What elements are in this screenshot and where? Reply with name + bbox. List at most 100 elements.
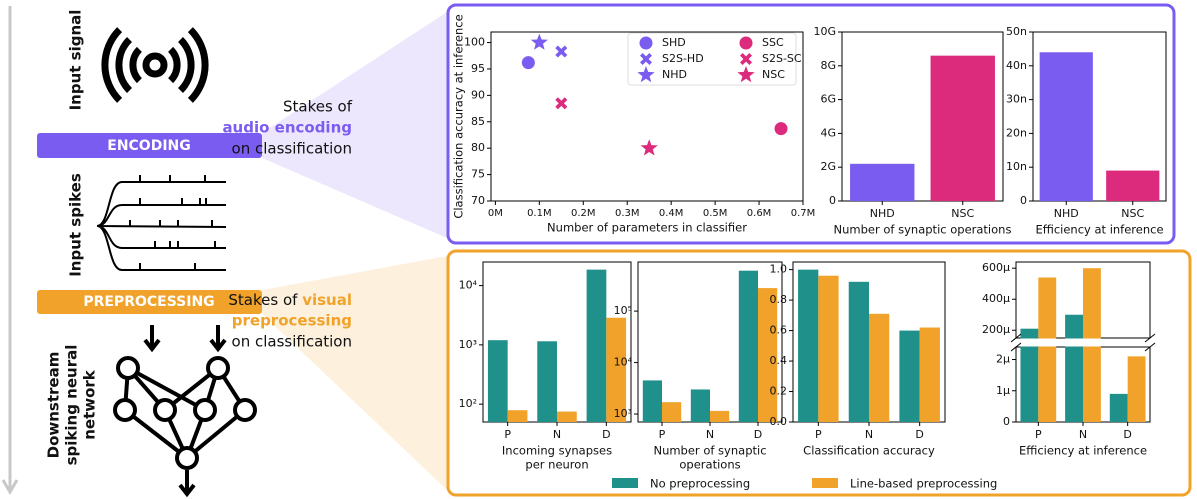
y-tick-label: 0.0 <box>770 415 788 428</box>
legend-label: Line-based preprocessing <box>850 477 997 491</box>
y-tick-label: 50n <box>1006 25 1027 38</box>
x-tick-label: 0.1M <box>527 208 552 219</box>
legend-label: NSC <box>762 68 785 81</box>
legend-label: NHD <box>662 68 687 81</box>
bar <box>537 341 557 422</box>
point <box>522 56 535 69</box>
preprocessing-label: PREPROCESSING <box>83 294 214 310</box>
x-axis-label: Classification accuracy <box>803 444 935 458</box>
y-tick-label: 20n <box>1006 126 1027 139</box>
y-tick-label: 10³ <box>614 407 632 420</box>
y-tick-label: 70 <box>471 194 485 207</box>
bar <box>557 412 577 422</box>
x-tick-label: 0M <box>488 208 503 219</box>
x-tick-label: NHD <box>1054 207 1079 220</box>
y-tick-label: 10³ <box>459 338 477 351</box>
x-tick-label: 0.4M <box>659 208 684 219</box>
y-tick-label: 75 <box>471 168 485 181</box>
x-tick-label: P <box>504 428 511 441</box>
legend-label: No preprocessing <box>650 477 750 491</box>
bar <box>818 276 838 422</box>
bar <box>508 410 528 422</box>
legend-label: S2S-SC <box>762 52 802 65</box>
stakes-text: on classification <box>232 140 352 158</box>
y-tick-label: 0.4 <box>770 354 788 367</box>
stakes-text: Stakes of <box>283 98 353 116</box>
x-tick-label: NHD <box>870 207 895 220</box>
x-tick-label: NSC <box>951 207 974 220</box>
y-tick-label: 100 <box>464 36 485 49</box>
y-tick-label: 80 <box>471 141 485 154</box>
x-tick-label: 0.7M <box>791 208 816 219</box>
bar <box>850 164 914 201</box>
bar <box>1110 394 1128 422</box>
legend-swatch <box>812 478 838 488</box>
x-tick-label: 0.3M <box>615 208 640 219</box>
y-tick-label: 0 <box>1003 415 1010 428</box>
figure: Input signal ENCODING Input spikes PREPR… <box>0 0 1197 499</box>
x-axis-label: Efficiency at inference <box>1035 223 1163 237</box>
x-tick-label: N <box>865 428 873 441</box>
encoding-label: ENCODING <box>107 138 191 154</box>
y-tick-label: 6G <box>820 93 836 106</box>
signal-icon <box>105 30 205 101</box>
x-axis-label: Number of synaptic operations <box>834 223 1012 237</box>
bar <box>643 380 662 422</box>
x-tick-label: P <box>1035 428 1042 441</box>
y-tick-label: 0 <box>829 194 836 207</box>
bar <box>1106 171 1159 201</box>
y-tick-label: 10⁵ <box>614 304 632 317</box>
y-axis-label: Classification accuracy at inference <box>452 14 466 218</box>
y-tick-label: 0.2 <box>770 385 788 398</box>
bar <box>488 340 508 422</box>
bar <box>849 282 869 422</box>
bar <box>920 328 940 422</box>
stakes-text: Stakes of visual <box>228 291 352 309</box>
y-tick-label: 1.0 <box>770 263 788 276</box>
x-tick-label: D <box>602 428 610 441</box>
x-axis-label: operations <box>679 458 740 472</box>
x-axis-label: Number of parameters in classifier <box>547 221 747 235</box>
legend-marker <box>640 37 653 50</box>
x-tick-label: N <box>553 428 561 441</box>
y-tick-label: 8G <box>820 59 836 72</box>
x-tick-label: D <box>754 428 762 441</box>
y-tick-label: 40n <box>1006 59 1027 72</box>
x-axis-label: Incoming synapses <box>502 444 612 458</box>
stakes-text: on classification <box>232 333 352 351</box>
bar <box>869 314 889 422</box>
y-tick-label: 600µ <box>982 261 1010 274</box>
x-tick-label: 0.2M <box>571 208 596 219</box>
x-tick-label: P <box>815 428 822 441</box>
y-tick-label: 10² <box>459 397 477 410</box>
x-tick-label: P <box>659 428 666 441</box>
y-tick-label: 30n <box>1006 93 1027 106</box>
y-tick-label: 10G <box>813 25 836 38</box>
bar <box>587 270 607 422</box>
bar <box>739 271 758 422</box>
legend-label: SHD <box>662 36 686 49</box>
input-spikes-label: Input spikes <box>67 173 85 277</box>
y-tick-label: 0 <box>1020 194 1027 207</box>
network-label: Downstream <box>45 352 63 459</box>
legend-marker <box>740 37 753 50</box>
x-tick-label: D <box>915 428 923 441</box>
y-tick-label: 2G <box>820 160 836 173</box>
y-tick-label: 4G <box>820 126 836 139</box>
bar <box>931 56 995 201</box>
bar <box>1065 315 1083 422</box>
x-axis-label: Number of synaptic <box>653 444 766 458</box>
y-tick-label: 0.6 <box>770 324 788 337</box>
y-tick-label: 10⁴ <box>459 279 478 292</box>
x-tick-label: 0.5M <box>703 208 728 219</box>
input-signal-label: Input signal <box>67 10 85 111</box>
x-tick-label: 0.6M <box>747 208 772 219</box>
stakes-text: Stakes of <box>228 291 302 309</box>
x-tick-label: N <box>1079 428 1087 441</box>
axis-break <box>1015 339 1151 347</box>
y-tick-label: 2µ <box>996 353 1010 366</box>
point <box>775 122 788 135</box>
legend-swatch <box>612 478 638 488</box>
network-label: network <box>81 369 99 440</box>
x-tick-label: N <box>706 428 714 441</box>
